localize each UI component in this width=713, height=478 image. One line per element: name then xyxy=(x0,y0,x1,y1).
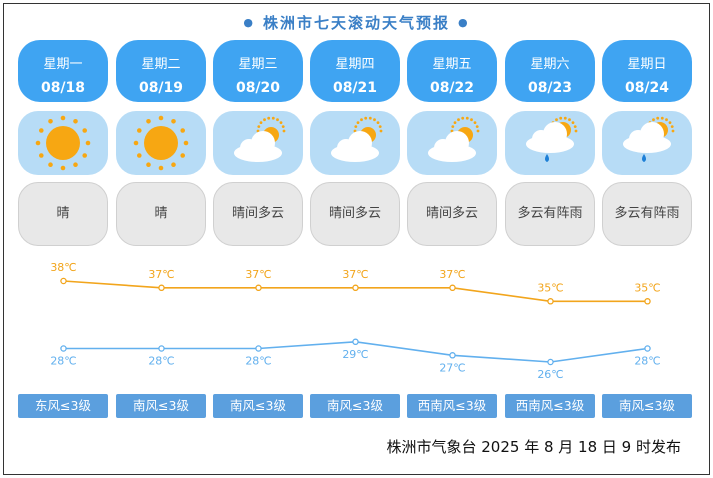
low-temp-point xyxy=(255,345,262,352)
low-temp-label: 28℃ xyxy=(50,355,76,368)
sunny-icon xyxy=(35,115,91,171)
date-label: 08/22 xyxy=(429,80,475,96)
weather-icon-card xyxy=(310,111,400,175)
low-temp-label: 28℃ xyxy=(148,355,174,368)
high-temp-label: 35℃ xyxy=(634,281,660,294)
high-temp-label: 38℃ xyxy=(50,261,76,274)
weather-icon-card xyxy=(407,111,497,175)
weekday-label: 星期日 xyxy=(627,57,667,72)
low-temp-point xyxy=(449,352,456,359)
wind-label: 西南风≤3级 xyxy=(407,394,497,418)
high-temp-label: 37℃ xyxy=(245,268,271,281)
date-label: 08/21 xyxy=(332,80,378,96)
high-temp-point xyxy=(255,284,262,292)
high-temp-label: 35℃ xyxy=(537,281,563,294)
condition-card: 晴间多云 xyxy=(310,182,400,246)
wind-label: 南风≤3级 xyxy=(116,394,206,418)
sunny-icon xyxy=(133,115,189,171)
date-label: 08/20 xyxy=(235,80,281,96)
high-temp-point xyxy=(158,284,165,292)
date-label: 08/23 xyxy=(527,80,573,96)
weekday-label: 星期五 xyxy=(432,57,472,72)
weather-icon-card xyxy=(602,111,692,175)
low-temp-point xyxy=(547,358,554,366)
date-label: 08/19 xyxy=(138,80,184,96)
title-bullet-right: ● xyxy=(458,16,470,29)
day-card[interactable]: 星期日 08/24 xyxy=(602,40,692,102)
weekday-label: 星期三 xyxy=(238,57,278,72)
wind-label: 南风≤3级 xyxy=(213,394,303,418)
day-card[interactable]: 星期六 08/23 xyxy=(505,40,595,102)
high-temp-point xyxy=(352,284,359,292)
weekday-label: 星期六 xyxy=(530,57,570,72)
partly-cloudy-icon xyxy=(428,116,480,162)
day-card[interactable]: 星期二 08/19 xyxy=(116,40,206,102)
low-temp-point xyxy=(352,338,359,346)
day-card[interactable]: 星期五 08/22 xyxy=(407,40,497,102)
date-label: 08/18 xyxy=(40,80,86,96)
condition-card: 多云有阵雨 xyxy=(505,182,595,246)
condition-card: 晴间多云 xyxy=(407,182,497,246)
condition-card: 多云有阵雨 xyxy=(602,182,692,246)
high-temp-point xyxy=(449,284,456,292)
weather-icon-card xyxy=(213,111,303,175)
high-temp-label: 37℃ xyxy=(439,268,465,281)
date-label: 08/24 xyxy=(624,80,670,96)
low-temp-label: 28℃ xyxy=(245,355,271,368)
day-card[interactable]: 星期一 08/18 xyxy=(18,40,108,102)
page-title: ● 株洲市七天滚动天气预报 ● xyxy=(0,12,713,33)
cloud-rain-icon xyxy=(623,116,675,162)
condition-card: 晴 xyxy=(18,182,108,246)
weather-icon-card xyxy=(505,111,595,175)
low-temp-point xyxy=(158,345,165,352)
wind-label: 南风≤3级 xyxy=(310,394,400,418)
condition-card: 晴间多云 xyxy=(213,182,303,246)
high-temp-label: 37℃ xyxy=(342,268,368,281)
title-bullet-left: ● xyxy=(243,16,255,29)
wind-label: 西南风≤3级 xyxy=(505,394,595,418)
low-temp-label: 26℃ xyxy=(537,368,563,381)
partly-cloudy-icon xyxy=(331,116,383,162)
high-temp-point xyxy=(644,298,651,305)
weather-icon-card xyxy=(18,111,108,175)
weather-icon-card xyxy=(116,111,206,175)
partly-cloudy-icon xyxy=(234,116,286,162)
day-card[interactable]: 星期三 08/20 xyxy=(213,40,303,102)
low-temp-label: 28℃ xyxy=(634,355,660,368)
low-temp-point xyxy=(644,345,651,352)
weekday-label: 星期四 xyxy=(335,57,375,72)
day-card[interactable]: 星期四 08/21 xyxy=(310,40,400,102)
low-temp-point xyxy=(60,345,67,352)
publish-info: 株洲市气象台 2025 年 8 月 18 日 9 时发布 xyxy=(386,438,682,456)
high-temp-point xyxy=(547,298,554,305)
temperature-chart: 38℃ 37℃ 37℃ 37℃ 37℃ 35℃ 35℃ 28℃ 28℃ 28℃ 29℃ 27℃ 26℃ 2… xyxy=(50,261,660,381)
weekday-label: 星期二 xyxy=(141,57,181,72)
title-text: 株洲市七天滚动天气预报 xyxy=(262,14,450,32)
wind-label: 东风≤3级 xyxy=(18,394,108,418)
wind-label: 南风≤3级 xyxy=(602,394,692,418)
high-temp-point xyxy=(60,277,67,285)
cloud-rain-icon xyxy=(526,116,578,162)
condition-card: 晴 xyxy=(116,182,206,246)
weekday-label: 星期一 xyxy=(43,57,83,72)
low-temp-label: 27℃ xyxy=(439,361,465,374)
high-temp-label: 37℃ xyxy=(148,268,174,281)
low-temp-label: 29℃ xyxy=(342,348,368,361)
